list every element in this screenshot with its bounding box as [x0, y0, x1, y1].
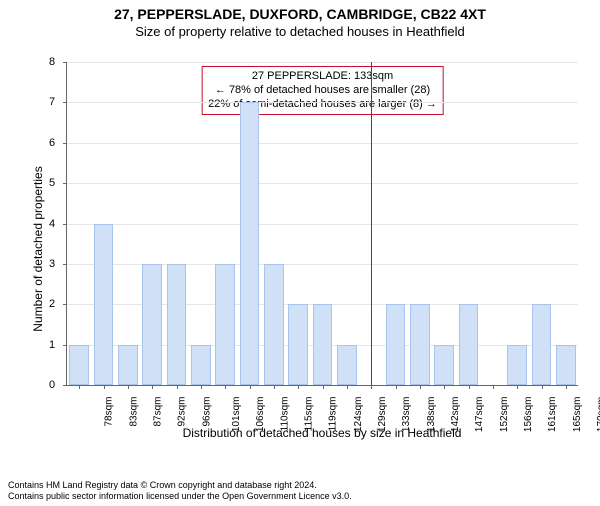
chart-container: Number of detached properties 27 PEPPERS… [38, 54, 586, 444]
bar [288, 304, 308, 385]
x-tick-label: 170sqm [596, 397, 600, 433]
y-tick-label: 2 [49, 298, 55, 310]
x-tick-mark [128, 385, 129, 389]
x-tick-mark [542, 385, 543, 389]
bar [313, 304, 333, 385]
bar [69, 345, 89, 385]
x-tick-mark [250, 385, 251, 389]
x-tick-mark [566, 385, 567, 389]
y-axis-label: Number of detached properties [31, 166, 45, 331]
footer-line-1: Contains HM Land Registry data © Crown c… [8, 480, 352, 491]
x-tick-mark [201, 385, 202, 389]
plot-area: 27 PEPPERSLADE: 133sqm← 78% of detached … [66, 62, 578, 386]
x-tick-mark [225, 385, 226, 389]
bar [459, 304, 479, 385]
bar [215, 264, 235, 385]
y-tick-label: 6 [49, 137, 55, 149]
x-tick-mark [177, 385, 178, 389]
x-tick-label: 83sqm [128, 397, 139, 427]
annotation-line: ← 78% of detached houses are smaller (28… [208, 84, 437, 98]
page-title: 27, PEPPERSLADE, DUXFORD, CAMBRIDGE, CB2… [0, 6, 600, 22]
y-tick-label: 3 [49, 258, 55, 270]
y-tick-mark [63, 102, 67, 103]
y-tick-mark [63, 143, 67, 144]
footer-line-2: Contains public sector information licen… [8, 491, 352, 502]
x-tick-mark [347, 385, 348, 389]
x-tick-mark [420, 385, 421, 389]
y-tick-mark [63, 345, 67, 346]
x-tick-mark [298, 385, 299, 389]
x-tick-mark [371, 385, 372, 389]
bar [434, 345, 454, 385]
annotation-box: 27 PEPPERSLADE: 133sqm← 78% of detached … [201, 66, 444, 115]
gridline [67, 62, 578, 63]
y-tick-label: 5 [49, 177, 55, 189]
bar [532, 304, 552, 385]
x-tick-mark [444, 385, 445, 389]
bar [386, 304, 406, 385]
bar [94, 224, 114, 386]
x-tick-label: 87sqm [152, 397, 163, 427]
bar [556, 345, 576, 385]
reference-line [371, 62, 372, 385]
x-tick-label: 96sqm [201, 397, 212, 427]
gridline [67, 143, 578, 144]
bar [118, 345, 138, 385]
y-tick-mark [63, 183, 67, 184]
x-tick-label: 78sqm [104, 397, 115, 427]
y-tick-mark [63, 62, 67, 63]
y-tick-label: 8 [49, 56, 55, 68]
y-tick-mark [63, 304, 67, 305]
gridline [67, 183, 578, 184]
y-tick-mark [63, 224, 67, 225]
bar [337, 345, 357, 385]
bar [240, 102, 260, 385]
x-tick-mark [493, 385, 494, 389]
gridline [67, 102, 578, 103]
y-tick-mark [63, 385, 67, 386]
y-tick-label: 7 [49, 96, 55, 108]
x-tick-mark [152, 385, 153, 389]
x-tick-mark [104, 385, 105, 389]
gridline [67, 224, 578, 225]
y-tick-label: 1 [49, 339, 55, 351]
x-tick-mark [323, 385, 324, 389]
x-axis-label: Distribution of detached houses by size … [66, 426, 578, 440]
page-subtitle: Size of property relative to detached ho… [0, 24, 600, 39]
bar [264, 264, 284, 385]
x-tick-mark [274, 385, 275, 389]
y-tick-label: 0 [49, 379, 55, 391]
x-tick-mark [469, 385, 470, 389]
x-tick-mark [517, 385, 518, 389]
bar [167, 264, 187, 385]
bar [410, 304, 430, 385]
x-tick-mark [396, 385, 397, 389]
y-tick-mark [63, 264, 67, 265]
footer-attribution: Contains HM Land Registry data © Crown c… [8, 480, 352, 503]
bar [507, 345, 527, 385]
x-tick-mark [79, 385, 80, 389]
bar [142, 264, 162, 385]
bar [191, 345, 211, 385]
x-tick-label: 92sqm [177, 397, 188, 427]
annotation-line: 27 PEPPERSLADE: 133sqm [208, 70, 437, 84]
y-tick-label: 4 [49, 218, 55, 230]
